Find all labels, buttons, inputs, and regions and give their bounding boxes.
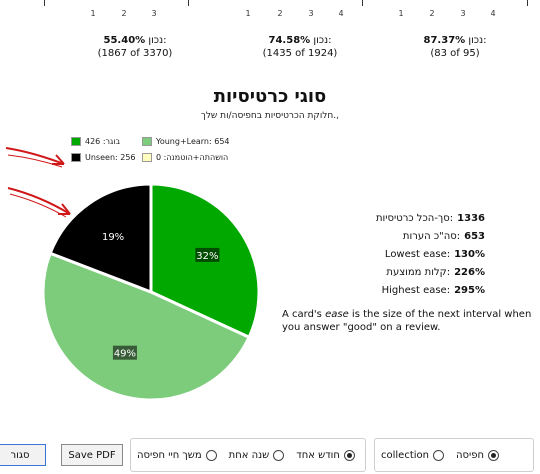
pie-label-bg (195, 247, 220, 262)
axis-tick: 2 (429, 9, 435, 18)
accuracy-value: 87.37% (423, 35, 466, 46)
stat-value: 653 (464, 231, 485, 242)
radio-label: משך חיי חפיסה (137, 449, 202, 461)
accuracy-label: נכון: (148, 35, 167, 46)
legend-item-young-learn[interactable]: Young+Learn: 654 (142, 137, 230, 146)
pie-slice (41, 251, 252, 402)
legend-label: הושהתה+הוטמנה: 0 (156, 153, 229, 162)
legend-swatch (71, 137, 81, 146)
stat-label: Highest ease: (381, 285, 451, 296)
pie-slice-label: 32% (196, 251, 218, 262)
accuracy-detail: (83 of 95) (430, 48, 480, 59)
axis-line (527, 0, 528, 6)
bottom-toolbar: סגור Save PDF משך חיי חפיסה שנה אחת חודש… (0, 434, 540, 474)
radio-deck[interactable]: חפיסה (455, 449, 500, 461)
accuracy-block: 55.40% נכון: (1867 of 3370) (65, 34, 205, 60)
pie-slice-label: 49% (114, 349, 136, 360)
accuracy-detail: (1435 of 1924) (262, 48, 338, 59)
radio-one-month[interactable]: חודש אחד (296, 449, 355, 461)
pie-slice-label: 19% (102, 232, 124, 243)
card-types-title: סוגי כרטיסיות (213, 86, 327, 107)
accuracy-label: נכון: (313, 35, 332, 46)
axis-tick: 2 (277, 9, 283, 18)
legend-item-unseen[interactable]: Unseen: 256 (71, 153, 136, 162)
stat-label: סך-הכל כרטיסיות: (375, 213, 454, 224)
axis-tick: 1 (398, 9, 404, 18)
card-types-subtitle: חלוקת הכרטיסיות בחפיסה/ות שלך., (200, 111, 339, 121)
axis-tick: 1 (245, 9, 251, 18)
stat-row-lowest-ease: Lowest ease: 130% (340, 246, 485, 264)
legend-swatch (71, 153, 81, 162)
radio-label: collection (381, 449, 429, 461)
accuracy-label: נכון: (468, 35, 487, 46)
legend-label: בוגר: 426 (85, 137, 121, 146)
card-stats: סך-הכל כרטיסיות: 1336 סה"כ הערות: 653 Lowe… (340, 210, 485, 300)
ease-explanation: A card's ease is the size of the next in… (282, 308, 532, 334)
save-pdf-button[interactable]: Save PDF (61, 444, 123, 466)
ease-note-text: is the size of the next interval when yo… (282, 309, 532, 333)
axis-tick: 4 (490, 9, 496, 18)
stat-row-total-cards: סך-הכל כרטיסיות: 1336 (340, 210, 485, 228)
legend-swatch (142, 153, 152, 162)
axis-line (188, 0, 189, 6)
radio-label: חפיסה (455, 449, 485, 461)
legend-label: Young+Learn: 654 (156, 137, 230, 146)
pie-slice (48, 182, 153, 295)
stat-row-average-ease: קלות ממוצעת: 226% (340, 264, 485, 282)
radio-label: חודש אחד (296, 449, 340, 461)
axis-tick: 3 (308, 9, 314, 18)
radio-label: שנה אחת (228, 449, 270, 461)
radio-collection[interactable]: collection (381, 449, 444, 461)
radio-circle-icon (205, 449, 217, 461)
radio-circle-icon (273, 449, 285, 461)
pie-label-bg (101, 228, 126, 243)
pie-svg: 32% 49% 19% (41, 182, 261, 402)
axis-tick: 3 (460, 9, 466, 18)
stat-value: 295% (454, 285, 485, 296)
accuracy-detail: (1867 of 3370) (97, 48, 173, 59)
stat-value: 130% (454, 249, 485, 260)
red-arrow-icon (5, 147, 65, 168)
radio-circle-icon (432, 449, 444, 461)
axis-tick: 1 (90, 9, 96, 18)
scope-radio-group: collection חפיסה (374, 438, 534, 472)
close-button[interactable]: סגור (0, 444, 46, 466)
stat-label: קלות ממוצעת: (386, 267, 451, 278)
axis-line (362, 0, 363, 6)
pie-label-bg (112, 345, 137, 360)
previous-graphs-strip: 1 2 3 1 2 3 4 1 2 3 4 55.40% נכון: (1867… (0, 0, 540, 70)
legend-label: Unseen: 256 (85, 153, 136, 162)
legend-item-mature[interactable]: בוגר: 426 (71, 137, 120, 146)
legend-item-suspended[interactable]: הושהתה+הוטמנה: 0 (142, 153, 228, 162)
axis-line (44, 0, 45, 6)
axis-tick: 3 (151, 9, 157, 18)
radio-deck-life[interactable]: משך חיי חפיסה (137, 449, 217, 461)
axis-tick: 2 (121, 9, 127, 18)
stat-label: סה"כ הערות: (402, 231, 461, 242)
accuracy-block: 87.37% נכון: (83 of 95) (385, 34, 525, 60)
radio-circle-icon (488, 449, 500, 461)
radio-one-year[interactable]: שנה אחת (228, 449, 285, 461)
stat-label: Lowest ease: (384, 249, 451, 260)
axis-tick: 4 (338, 9, 344, 18)
accuracy-value: 74.58% (268, 35, 311, 46)
legend-swatch (142, 137, 152, 146)
card-types-pie-chart: 32% 49% 19% (36, 178, 266, 406)
stat-value: 226% (454, 267, 485, 278)
period-radio-group: משך חיי חפיסה שנה אחת חודש אחד (130, 438, 366, 472)
accuracy-block: 74.58% נכון: (1435 of 1924) (230, 34, 370, 60)
accuracy-value: 55.40% (103, 35, 146, 46)
red-arrow-icon (7, 187, 71, 218)
stat-value: 1336 (457, 213, 485, 224)
stat-row-total-notes: סה"כ הערות: 653 (340, 228, 485, 246)
ease-note-emphasis: ease (325, 309, 349, 320)
ease-note-text: A card's (282, 309, 326, 320)
radio-circle-icon (343, 449, 355, 461)
stat-row-highest-ease: Highest ease: 295% (340, 282, 485, 300)
